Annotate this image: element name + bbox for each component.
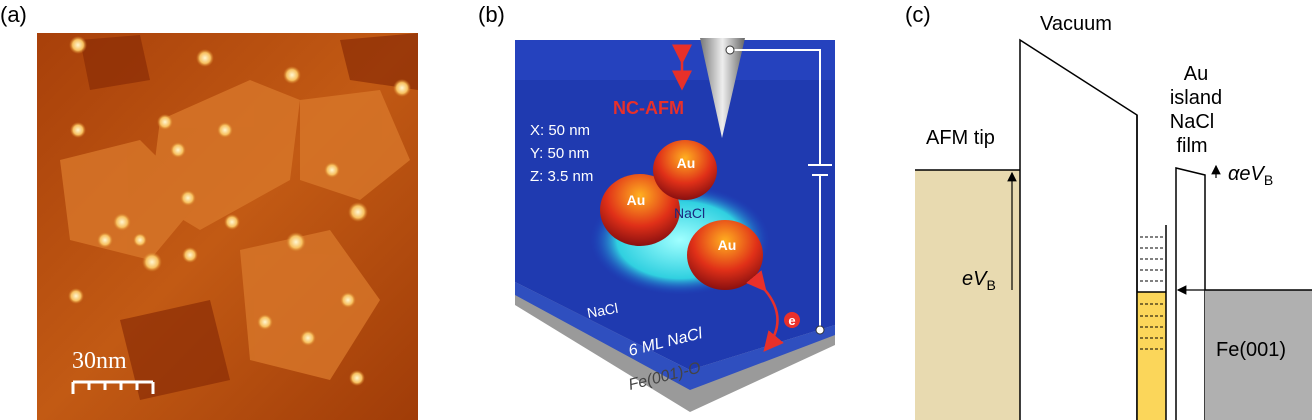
au-label: Au bbox=[718, 237, 737, 253]
alpha-bias-main: αeV bbox=[1228, 163, 1266, 185]
dimension: Y: 50 nm bbox=[530, 145, 589, 162]
electron-label: e bbox=[788, 313, 795, 328]
technique-label: NC-AFM bbox=[613, 98, 684, 118]
fe-band bbox=[1205, 290, 1312, 420]
circuit bbox=[730, 49, 832, 330]
afm-tip-label: AFM tip bbox=[926, 127, 995, 149]
vacuum-label: Vacuum bbox=[1040, 13, 1112, 35]
au-label: Au bbox=[627, 192, 646, 208]
au-island bbox=[653, 140, 717, 200]
au-island-label: Au bbox=[1184, 63, 1208, 85]
panel-label: (a) bbox=[0, 2, 27, 27]
tunneling-arrow bbox=[746, 270, 784, 352]
contact bbox=[725, 45, 735, 55]
au-island bbox=[600, 174, 680, 246]
bias-label: eVB bbox=[962, 268, 996, 293]
alpha-bias-label: αeVB bbox=[1228, 163, 1273, 188]
scale-bar bbox=[71, 380, 155, 394]
au-occupied bbox=[1137, 292, 1166, 420]
nacl-film-label: film bbox=[1176, 135, 1207, 157]
substrate-label: Fe(001) bbox=[1216, 339, 1286, 361]
nacl-barrier bbox=[1175, 167, 1206, 420]
bias-sub: B bbox=[986, 277, 995, 293]
panel-b: (b) Au Au Au NaCl NaCl 6 ML NaCl Fe(001)… bbox=[478, 2, 835, 412]
pits bbox=[80, 33, 418, 400]
panel-label: (b) bbox=[478, 2, 505, 27]
electron bbox=[784, 312, 800, 328]
afm-tip bbox=[700, 38, 745, 138]
surface-shade bbox=[515, 40, 835, 80]
dimension: Z: 3.5 nm bbox=[530, 168, 593, 185]
scale-bar-label: 30nm bbox=[72, 348, 127, 374]
nacl-label: NaCl bbox=[586, 300, 619, 321]
nanoparticles bbox=[68, 36, 411, 386]
nacl-layer-side bbox=[515, 282, 835, 390]
substrate-block bbox=[515, 282, 835, 412]
nacl-film-label: NaCl bbox=[1170, 111, 1214, 133]
nacl-label: NaCl bbox=[674, 205, 705, 221]
au-island bbox=[687, 220, 763, 290]
tip-band bbox=[915, 170, 1020, 420]
panel-c: (c) Vacuum Au island NaCl film AFM tip α… bbox=[905, 2, 1312, 420]
au-levels bbox=[1140, 236, 1164, 350]
panel-a: (a) 30nm bbox=[0, 2, 418, 420]
vacuum-barrier bbox=[1019, 38, 1138, 420]
au-island-label: island bbox=[1170, 87, 1222, 109]
au-island-edges bbox=[1136, 115, 1167, 420]
contact bbox=[815, 325, 825, 335]
panel-label: (c) bbox=[905, 2, 931, 27]
bias-main: eV bbox=[962, 268, 988, 290]
au-label: Au bbox=[677, 155, 696, 171]
alpha-bias-sub: B bbox=[1264, 172, 1273, 188]
dimension: X: 50 nm bbox=[530, 122, 590, 139]
